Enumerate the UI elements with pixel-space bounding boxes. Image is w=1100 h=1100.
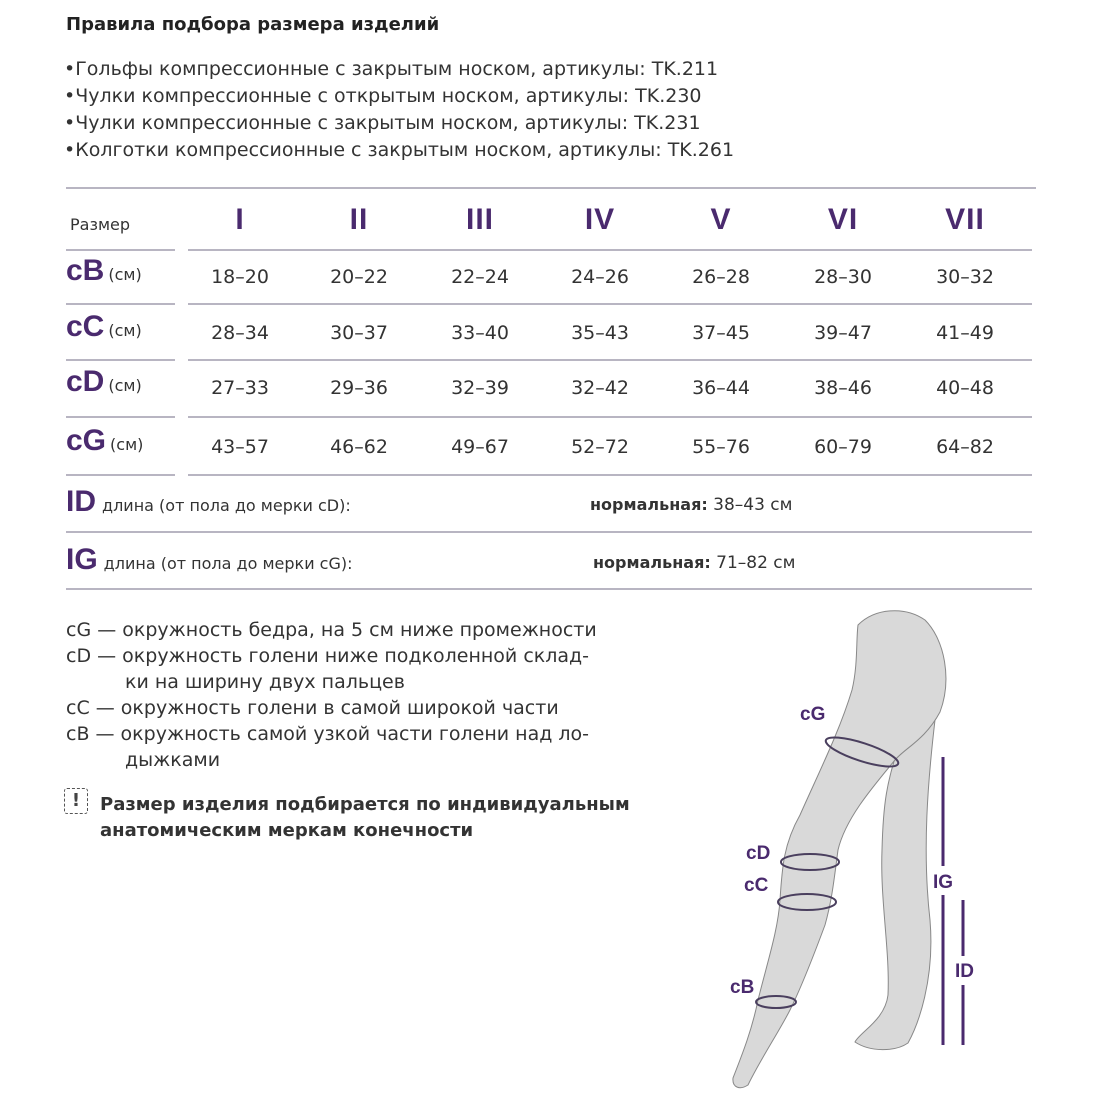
table-cell: 60–79 (814, 436, 872, 458)
table-cell: 37–45 (692, 322, 750, 344)
table-cell: 43–57 (211, 436, 269, 458)
row-label-cc: cC (см) (66, 310, 142, 343)
table-cell: 30–37 (330, 322, 388, 344)
size-header: VII (945, 203, 985, 236)
exclamation-box-icon: ! (64, 788, 88, 814)
divider (66, 531, 1032, 533)
page-title: Правила подбора размера изделий (66, 14, 440, 35)
table-cell: 39–47 (814, 322, 872, 344)
table-cell: 18–20 (211, 266, 269, 288)
legend-line: cG — окружность бедра, на 5 см ниже пром… (66, 619, 597, 641)
size-header: V (710, 203, 732, 236)
table-cell: 55–76 (692, 436, 750, 458)
legend-line: cD — окружность голени ниже подколенной … (66, 645, 590, 667)
divider (66, 187, 1036, 189)
row-label-cb: cB (см) (66, 254, 142, 287)
divider (188, 474, 1032, 476)
length-label-ig: IG длина (от пола до мерки cG): (66, 543, 353, 576)
row-label-cd: cD (см) (66, 365, 142, 398)
label-cc: cC (744, 875, 769, 896)
table-cell: 49–67 (451, 436, 509, 458)
legend-line: cC — окружность голени в самой широкой ч… (66, 697, 559, 719)
divider (66, 359, 175, 361)
cg-ring (824, 736, 900, 768)
table-cell: 29–36 (330, 377, 388, 399)
table-cell: 32–39 (451, 377, 509, 399)
front-leg (732, 610, 947, 1089)
product-item: •Чулки компрессионные с закрытым носком,… (64, 112, 701, 134)
table-cell: 41–49 (936, 322, 994, 344)
size-header: III (465, 203, 495, 236)
size-header-label: Размер (70, 215, 131, 234)
table-cell: 24–26 (571, 266, 629, 288)
size-header: IV (584, 203, 616, 236)
size-header: I (235, 203, 245, 236)
size-header: VI (827, 203, 859, 236)
table-cell: 64–82 (936, 436, 994, 458)
product-item: •Чулки компрессионные с открытым носком,… (64, 85, 702, 107)
label-ig: IG (933, 872, 953, 893)
table-cell: 28–34 (211, 322, 269, 344)
cc-ring (777, 893, 837, 911)
table-cell: 35–43 (571, 322, 629, 344)
table-cell: 20–22 (330, 266, 388, 288)
divider (188, 303, 1032, 305)
table-cell: 40–48 (936, 377, 994, 399)
size-header: II (349, 203, 369, 236)
length-value-id: нормальная: 38–43 см (590, 495, 793, 515)
divider (188, 416, 1032, 418)
table-cell: 27–33 (211, 377, 269, 399)
divider (66, 303, 175, 305)
legend-line: cB — окружность самой узкой части голени… (66, 723, 590, 745)
table-cell: 32–42 (571, 377, 629, 399)
length-value-ig: нормальная: 71–82 см (593, 553, 796, 573)
cd-ring (780, 853, 840, 871)
table-cell: 46–62 (330, 436, 388, 458)
row-label-cg: cG (см) (66, 424, 144, 457)
divider (188, 249, 1032, 251)
divider (188, 359, 1032, 361)
legend-line: дыжками (125, 749, 221, 771)
table-cell: 22–24 (451, 266, 509, 288)
legend-line: ки на ширину двух пальцев (125, 671, 405, 693)
note-text: Размер изделия подбирается по индивидуал… (100, 794, 630, 841)
table-cell: 33–40 (451, 322, 509, 344)
table-cell: 52–72 (571, 436, 629, 458)
back-leg (854, 719, 936, 1051)
table-cell: 36–44 (692, 377, 750, 399)
length-label-id: ID длина (от пола до мерки cD): (66, 485, 351, 518)
cb-ring (755, 995, 797, 1009)
product-item: •Гольфы компрессионные с закрытым носком… (64, 58, 719, 80)
table-cell: 26–28 (692, 266, 750, 288)
divider (66, 588, 1032, 590)
table-cell: 38–46 (814, 377, 872, 399)
product-item: •Колготки компрессионные с закрытым носк… (64, 139, 735, 161)
label-cg: cG (800, 704, 825, 725)
label-cb: cB (730, 977, 754, 998)
divider (66, 416, 175, 418)
label-id: ID (955, 961, 974, 982)
label-cd: cD (746, 843, 770, 864)
divider (66, 474, 175, 476)
table-cell: 30–32 (936, 266, 994, 288)
divider (66, 249, 175, 251)
table-cell: 28–30 (814, 266, 872, 288)
